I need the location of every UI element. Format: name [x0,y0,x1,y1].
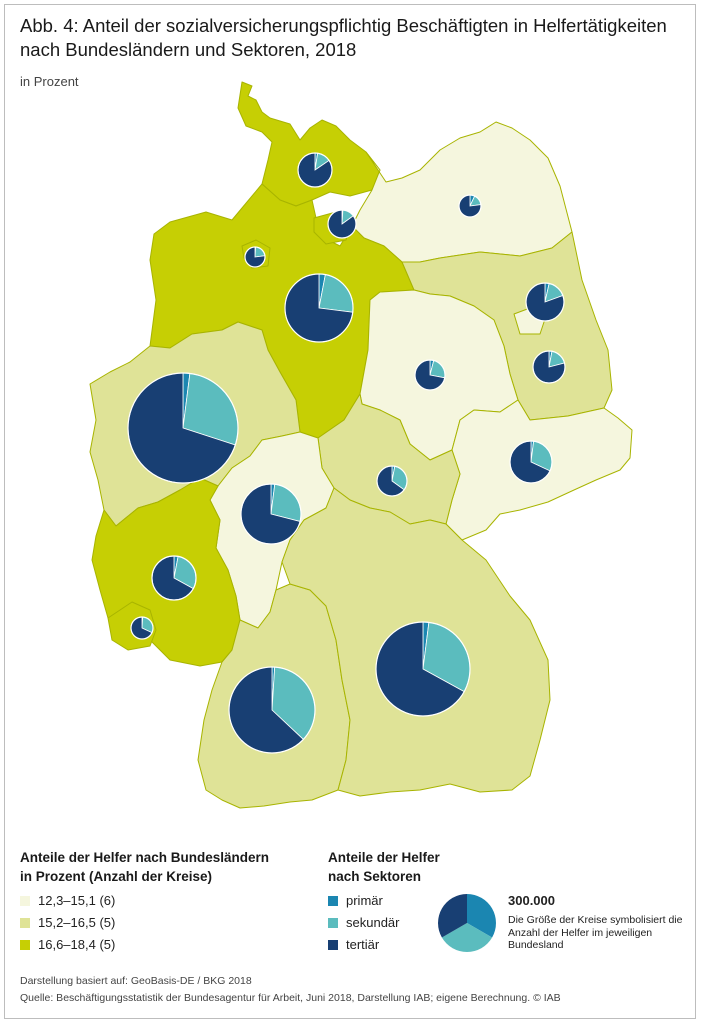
figure-title: Abb. 4: Anteil der sozialversicherungspf… [20,15,667,60]
pie-thueringen [376,465,408,497]
pie-outline-mecklenburg-vorpommern [458,194,482,218]
legend-class-high: 16,6–18,4 (5) [20,936,115,954]
pie-niedersachsen [284,273,354,343]
legend-size-note: Die Größe der Kreise symbolisiert die An… [508,914,683,951]
pie-outline-hessen [240,483,302,545]
legend-sector-primaer: primär [328,892,383,910]
pie-outline-brandenburg-sued [532,350,566,384]
legend-sectors-title-line1: Anteile der Helfer [328,850,440,865]
pie-outline-sachsen [509,440,553,484]
pie-brandenburg [525,282,565,322]
legend-pie-sekundaer [441,923,493,952]
legend-sectors-title: Anteile der Helfer nach Sektoren [328,848,440,886]
legend-pie-primaer [467,894,496,938]
pie-outline-hamburg [327,209,357,239]
footer-basis: Darstellung basiert auf: GeoBasis-DE / B… [20,975,252,987]
pie-outline-niedersachsen [284,273,354,343]
swatch-mid [20,918,30,928]
pie-mecklenburg-vorpommern [458,194,482,218]
pie-outline-baden-wuerttemberg [228,666,316,754]
legend-sector-tertiaer-label: tertiär [346,937,380,952]
swatch-primaer [328,896,338,906]
pie-hamburg [327,209,357,239]
legend-size-pie [438,894,496,952]
pie-outline-rheinland-pfalz [151,555,197,601]
legend-class-mid: 15,2–16,5 (5) [20,914,115,932]
legend-size-value: 300.000 [508,893,555,908]
pie-sachsen-anhalt [414,359,446,391]
swatch-tertiaer [328,940,338,950]
swatch-low [20,896,30,906]
legend-pie-tertiaer [438,894,467,938]
germany-map [89,81,633,809]
legend-sectors-title-line2: nach Sektoren [328,869,422,884]
pie-outline-sachsen-anhalt [414,359,446,391]
legend-class-low-label: 12,3–15,1 (6) [38,893,116,908]
legend-sector-sekundaer: sekundär [328,914,399,932]
pie-outline-schleswig-holstein [297,152,333,188]
legend-states-title: Anteile der Helfer nach Bundesländern in… [20,848,269,886]
pie-bremen [244,246,266,268]
footer-source: Quelle: Beschäftigungsstatistik der Bund… [20,992,561,1004]
swatch-sekundaer [328,918,338,928]
pie-baden-wuerttemberg [228,666,316,754]
swatch-high [20,940,30,950]
pie-brandenburg-sued [532,350,566,384]
pie-nordrhein-westfalen [127,372,239,484]
figure-frame [4,4,696,1019]
legend-sector-sekundaer-label: sekundär [346,915,400,930]
legend-sector-primaer-label: primär [346,893,383,908]
pie-outline-nordrhein-westfalen [127,372,239,484]
pie-outline-saarland [130,616,154,640]
pie-schleswig-holstein [297,152,333,188]
legend-states-title-line1: Anteile der Helfer nach Bundesländern [20,850,270,865]
pie-outline-bremen [244,246,266,268]
legend-class-low: 12,3–15,1 (6) [20,892,115,910]
legend-class-high-label: 16,6–18,4 (5) [38,937,116,952]
pie-outline-thueringen [376,465,408,497]
legend-states-title-line2: in Prozent (Anzahl der Kreise) [20,869,213,884]
figure-subtitle: in Prozent [20,74,79,89]
pie-saarland [130,616,154,640]
pie-outline-bayern [375,621,471,717]
pie-bayern [375,621,471,717]
pie-hessen [240,483,302,545]
region-mecklenburg-vorpommern [351,121,573,263]
pie-rheinland-pfalz [151,555,197,601]
pie-outline-brandenburg [525,282,565,322]
legend-sector-tertiaer: tertiär [328,936,379,954]
legend-class-mid-label: 15,2–16,5 (5) [38,915,116,930]
pie-sachsen [509,440,553,484]
